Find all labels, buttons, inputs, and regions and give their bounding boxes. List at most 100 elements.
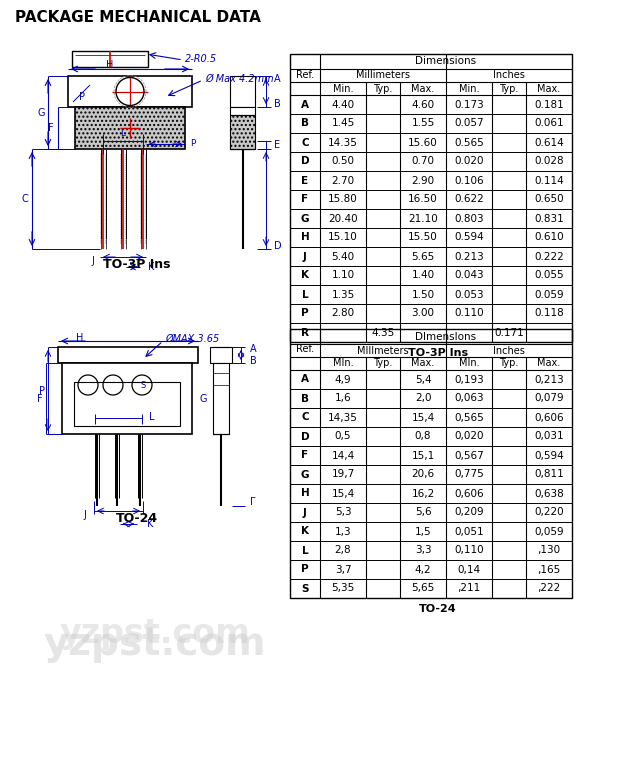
Bar	[230, 141, 255, 149]
Text: G: G	[38, 108, 45, 118]
Text: F: F	[48, 123, 54, 133]
Text: 0,220: 0,220	[534, 508, 563, 518]
Text: 0,638: 0,638	[534, 488, 564, 498]
Text: 20,6: 20,6	[411, 470, 434, 480]
Text: 4.35: 4.35	[371, 328, 394, 338]
Text: A: A	[274, 74, 280, 84]
Text: 0.118: 0.118	[534, 308, 564, 318]
Text: 0,811: 0,811	[534, 470, 564, 480]
Text: 0,606: 0,606	[454, 488, 484, 498]
Text: 0.173: 0.173	[454, 99, 484, 109]
Text: 0.70: 0.70	[411, 157, 434, 167]
Text: 0.114: 0.114	[534, 175, 564, 185]
Text: B: B	[250, 356, 257, 366]
Bar	[230, 76, 255, 107]
Text: 5,65: 5,65	[411, 584, 434, 594]
Text: 15.60: 15.60	[408, 138, 438, 148]
Text: Typ.: Typ.	[499, 358, 519, 368]
Bar	[75, 107, 185, 149]
Text: 2.90: 2.90	[411, 175, 434, 185]
Text: 2,8: 2,8	[335, 545, 351, 555]
Text: 0.059: 0.059	[534, 289, 563, 299]
Text: 4,2: 4,2	[415, 564, 431, 574]
Text: P: P	[79, 92, 85, 102]
Text: 0.028: 0.028	[534, 157, 563, 167]
Text: TO-24: TO-24	[116, 512, 158, 525]
Text: Dimensions: Dimensions	[415, 56, 476, 66]
Text: 1,6: 1,6	[335, 394, 351, 404]
Text: 0.043: 0.043	[454, 271, 484, 281]
Bar	[72, 51, 148, 67]
Text: 0.055: 0.055	[534, 271, 563, 281]
Text: G: G	[301, 214, 309, 224]
Text: 3.00: 3.00	[411, 308, 434, 318]
Text: S: S	[141, 381, 146, 390]
Text: 0.171: 0.171	[494, 328, 524, 338]
Text: 0.020: 0.020	[454, 157, 484, 167]
Text: TO-3P Ins: TO-3P Ins	[103, 258, 170, 271]
Text: J: J	[83, 510, 86, 520]
Bar	[58, 347, 198, 363]
Text: 15.10: 15.10	[328, 232, 358, 242]
Text: 14,4: 14,4	[331, 451, 355, 461]
Text: 0.610: 0.610	[534, 232, 563, 242]
Text: 0,5: 0,5	[335, 431, 351, 441]
Text: 0,14: 0,14	[457, 564, 481, 574]
Text: 4.60: 4.60	[411, 99, 434, 109]
Text: ,222: ,222	[537, 584, 560, 594]
Text: A: A	[301, 99, 309, 109]
Text: TO-24: TO-24	[419, 604, 457, 614]
Text: A: A	[250, 344, 256, 354]
Text: F: F	[301, 451, 308, 461]
Text: MIn.: MIn.	[459, 358, 480, 368]
Text: yzpst.com: yzpst.com	[44, 625, 266, 663]
Text: L: L	[301, 289, 308, 299]
Text: 0.831: 0.831	[534, 214, 564, 224]
Bar	[68, 76, 192, 107]
Text: S: S	[301, 584, 308, 594]
Text: 0,020: 0,020	[454, 431, 484, 441]
Text: 0,606: 0,606	[534, 412, 563, 422]
Text: 20.40: 20.40	[328, 214, 358, 224]
Text: 1.55: 1.55	[411, 118, 434, 128]
Text: 2-R0.5: 2-R0.5	[185, 54, 217, 64]
Text: K: K	[301, 271, 309, 281]
Text: 1.40: 1.40	[411, 271, 434, 281]
Text: ,130: ,130	[537, 545, 560, 555]
Text: H: H	[301, 232, 309, 242]
Text: 0.057: 0.057	[454, 118, 484, 128]
Text: 0.50: 0.50	[331, 157, 354, 167]
Text: B: B	[301, 118, 309, 128]
Text: Min.: Min.	[333, 84, 353, 94]
Text: F: F	[37, 394, 43, 404]
Text: H: H	[76, 333, 84, 343]
Text: MIn.: MIn.	[333, 358, 354, 368]
Bar	[213, 363, 229, 434]
Text: 0,031: 0,031	[534, 431, 563, 441]
Text: Inches: Inches	[493, 345, 525, 355]
Text: 2.80: 2.80	[331, 308, 354, 318]
Text: J: J	[303, 251, 307, 261]
Bar	[210, 347, 232, 363]
Text: 21.10: 21.10	[408, 214, 438, 224]
Text: C: C	[301, 138, 309, 148]
Text: 0.622: 0.622	[454, 195, 484, 205]
Text: 0,079: 0,079	[534, 394, 563, 404]
Text: 0.803: 0.803	[454, 214, 484, 224]
Text: Max.: Max.	[537, 84, 560, 94]
Text: 14,35: 14,35	[328, 412, 358, 422]
Text: C: C	[22, 194, 29, 204]
Text: 1.50: 1.50	[411, 289, 434, 299]
Text: 14.35: 14.35	[328, 138, 358, 148]
Bar	[230, 115, 255, 149]
Text: C: C	[301, 412, 309, 422]
Text: 16,2: 16,2	[411, 488, 434, 498]
Bar	[74, 382, 180, 426]
Bar	[290, 329, 572, 598]
Text: Inches: Inches	[493, 71, 525, 81]
Text: 0.181: 0.181	[534, 99, 564, 109]
Text: 15.80: 15.80	[328, 195, 358, 205]
Text: 15,1: 15,1	[411, 451, 434, 461]
Text: 0.614: 0.614	[534, 138, 564, 148]
Text: 0.053: 0.053	[454, 289, 484, 299]
